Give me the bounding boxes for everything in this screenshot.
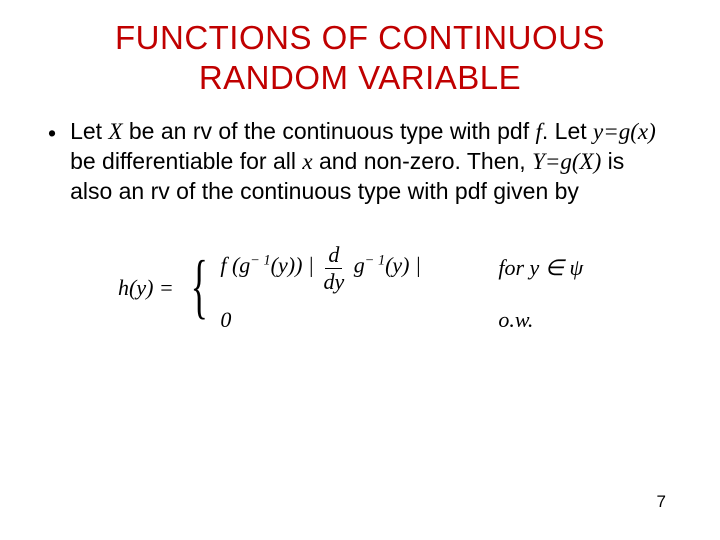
- text-fragment: and non-zero. Then,: [313, 148, 533, 174]
- case-bottom-cond: o.w.: [498, 307, 533, 333]
- frac-num: d: [325, 243, 342, 268]
- case-top-expr: f (g− 1(y)) | d dy g− 1(y) |: [220, 243, 470, 292]
- text-fragment: . Let: [542, 118, 593, 144]
- expr-part: (y)) |: [271, 253, 314, 278]
- expr-sup: − 1: [250, 253, 270, 269]
- cond-set: y ∈ ψ: [524, 255, 583, 280]
- expr-sup: − 1: [365, 253, 385, 269]
- case-top: f (g− 1(y)) | d dy g− 1(y) | for y ∈ ψ: [220, 243, 583, 292]
- title-line-1: FUNCTIONS OF CONTINUOUS: [115, 19, 605, 56]
- expr-YgX: Y=g(X): [532, 149, 601, 174]
- text-fragment: be differentiable for all: [70, 148, 302, 174]
- case-top-cond: for y ∈ ψ: [498, 255, 583, 281]
- expr-part: g: [354, 253, 365, 278]
- expr-part: f (g: [220, 253, 250, 278]
- bullet-text: Let X be an rv of the continuous type wi…: [70, 117, 672, 205]
- expr-ygx: y=g(x): [593, 119, 656, 144]
- var-x: x: [302, 149, 312, 174]
- left-brace: {: [190, 254, 207, 319]
- page-number: 7: [657, 492, 666, 512]
- text-fragment: be an rv of the continuous type with pdf: [123, 118, 536, 144]
- frac-den: dy: [323, 269, 344, 293]
- formula-lhs: h(y) =: [118, 275, 174, 301]
- bullet-item: • Let X be an rv of the continuous type …: [48, 117, 672, 205]
- bullet-marker: •: [48, 119, 56, 148]
- case-bottom: 0 o.w.: [220, 307, 583, 333]
- slide-title: FUNCTIONS OF CONTINUOUS RANDOM VARIABLE: [48, 18, 672, 97]
- expr-part: (y) |: [385, 253, 421, 278]
- cond-for: for: [498, 255, 524, 280]
- title-line-2: RANDOM VARIABLE: [199, 59, 521, 96]
- var-X: X: [108, 119, 122, 144]
- fraction: d dy: [323, 243, 344, 292]
- formula: h(y) = { f (g− 1(y)) | d dy g− 1(y) | fo…: [118, 243, 672, 332]
- text-fragment: Let: [70, 118, 108, 144]
- formula-cases: f (g− 1(y)) | d dy g− 1(y) | for y ∈ ψ 0…: [220, 243, 583, 332]
- case-bottom-expr: 0: [220, 307, 470, 333]
